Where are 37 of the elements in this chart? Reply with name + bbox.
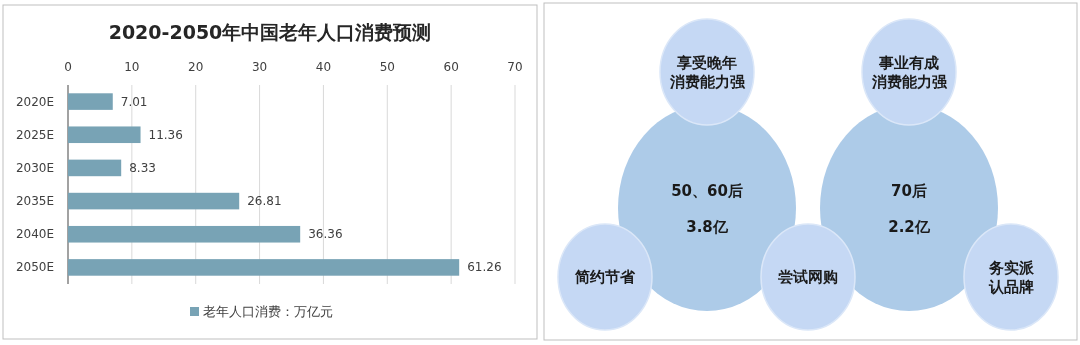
bar: [68, 225, 301, 243]
text: 务实派认品牌: [987, 258, 1035, 296]
chart-title: 2020-2050年中国老年人口消费预测: [108, 21, 432, 43]
x-tick-label: 10: [124, 60, 140, 74]
y-tick-label: 2030E: [15, 160, 54, 175]
y-tick-label: 2035E: [15, 194, 54, 209]
text: 尝试网购: [778, 268, 838, 286]
bar: [68, 259, 460, 276]
data-label: 36.36: [308, 227, 343, 242]
y-tick-label: 2050E: [15, 260, 54, 275]
data-label: 11.36: [148, 127, 183, 142]
bar: [68, 93, 113, 110]
data-label: 26.81: [247, 194, 282, 209]
x-tick-label: 20: [188, 60, 204, 74]
text: 简约节省: [574, 268, 636, 286]
x-tick-label: 40: [315, 60, 332, 74]
y-tick-label: 2020E: [15, 94, 54, 109]
data-label: 61.26: [467, 260, 502, 275]
x-tick-label: 30: [251, 60, 268, 74]
y-tick-label: 2025E: [15, 127, 54, 142]
x-tick-label: 0: [64, 60, 72, 74]
text: 事业有成消费能力强: [870, 53, 948, 91]
text: 2.2亿: [888, 218, 931, 236]
x-tick-label: 60: [443, 60, 459, 74]
text: 享受晚年消费能力强: [668, 53, 746, 91]
x-tick-label: 70: [507, 60, 523, 74]
text: 50、60后: [671, 182, 743, 200]
y-tick-label: 2040E: [15, 227, 54, 242]
data-label: 7.01: [120, 94, 148, 109]
x-tick-label: 50: [379, 60, 395, 74]
text: 3.8亿: [686, 218, 729, 236]
data-label: 8.33: [129, 160, 156, 175]
bar: [68, 126, 141, 144]
bar: [68, 192, 240, 210]
text: 70后: [891, 182, 927, 200]
legend-label: 老年人口消费：万亿元: [203, 304, 333, 319]
bar: [68, 159, 122, 177]
